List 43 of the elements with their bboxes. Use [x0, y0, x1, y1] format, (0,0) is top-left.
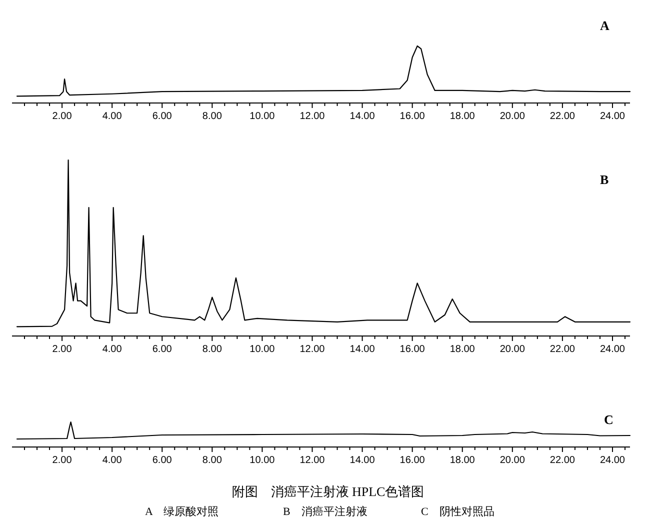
x-tick-label: 12.00: [300, 344, 326, 355]
text: C 阴性对照品: [421, 505, 494, 517]
x-tick-label: 18.00: [450, 455, 476, 466]
annotation: C: [604, 412, 614, 427]
x-tick-label: 22.00: [550, 344, 576, 355]
x-tick-label: 16.00: [400, 455, 426, 466]
x-tick-label: 12.00: [300, 455, 326, 466]
text: A: [600, 18, 610, 33]
x-tick-label: 10.00: [250, 344, 276, 355]
x-tick-label: 6.00: [152, 455, 172, 466]
x-tick-label: 4.00: [102, 344, 122, 355]
x-tick-label: 18.00: [450, 111, 476, 122]
x-tick-label: 18.00: [450, 344, 476, 355]
text: B 消癌平注射液: [283, 505, 368, 517]
x-tick-label: 20.00: [500, 344, 526, 355]
x-tick-label: 4.00: [102, 111, 122, 122]
x-tick-label: 16.00: [400, 111, 426, 122]
x-tick-label: 12.00: [300, 111, 326, 122]
text: A 绿原酸对照: [145, 505, 218, 517]
x-tick-label: 8.00: [202, 455, 222, 466]
x-tick-label: 16.00: [400, 344, 426, 355]
x-tick-label: 4.00: [102, 455, 122, 466]
x-tick-label: 20.00: [500, 455, 526, 466]
x-tick-label: 2.00: [52, 111, 72, 122]
x-tick-label: 6.00: [152, 111, 172, 122]
x-tick-label: 14.00: [350, 455, 376, 466]
x-tick-label: 2.00: [52, 455, 72, 466]
x-tick-label: 24.00: [600, 111, 626, 122]
x-tick-label: 14.00: [350, 344, 376, 355]
x-tick-label: 6.00: [152, 344, 172, 355]
x-tick-label: 22.00: [550, 455, 576, 466]
x-tick-label: 24.00: [600, 344, 626, 355]
x-tick-label: 8.00: [202, 344, 222, 355]
x-tick-label: 2.00: [52, 344, 72, 355]
annotation: B: [600, 172, 609, 187]
x-tick-label: 20.00: [500, 111, 526, 122]
x-tick-label: 14.00: [350, 111, 376, 122]
x-tick-label: 22.00: [550, 111, 576, 122]
x-tick-label: 10.00: [250, 111, 276, 122]
x-tick-label: 8.00: [202, 111, 222, 122]
text: 附图 消癌平注射液 HPLC色谱图: [232, 484, 424, 499]
x-tick-label: 10.00: [250, 455, 276, 466]
x-tick-label: 24.00: [600, 455, 626, 466]
